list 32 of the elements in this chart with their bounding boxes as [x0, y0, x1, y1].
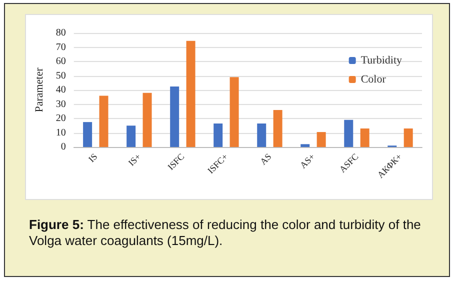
bar — [344, 120, 354, 147]
y-tick-label: 80 — [56, 28, 66, 38]
y-tick-label: 0 — [60, 142, 66, 152]
bar — [83, 122, 92, 147]
bar — [142, 92, 152, 147]
bar — [99, 96, 108, 147]
y-axis-title: Parameter — [34, 67, 46, 112]
x-tick-label: IS — [86, 151, 100, 164]
bar — [316, 132, 326, 147]
bar — [404, 128, 413, 147]
y-tick-label: 60 — [56, 56, 66, 67]
x-tick-label: AS+ — [298, 151, 317, 170]
y-tick-label: 40 — [56, 84, 66, 96]
y-tick-label: 30 — [56, 98, 66, 110]
y-tick-label: 10 — [56, 127, 66, 138]
y-tick-label: 20 — [56, 113, 66, 124]
bar — [300, 144, 310, 147]
x-tick-label: AS — [258, 151, 274, 167]
bar — [186, 40, 196, 147]
bar — [360, 128, 370, 147]
bar — [170, 86, 180, 147]
bar — [214, 123, 223, 147]
y-tick-label: 70 — [56, 42, 66, 53]
x-tick-label: IS+ — [126, 151, 143, 168]
y-tick-label: 50 — [56, 70, 66, 82]
bar — [257, 123, 266, 147]
bar — [126, 126, 136, 147]
caption: Figure 5: The effectiveness of reducing the color and turbidity of the Volga water coagulants (15mg/L). — [29, 217, 422, 249]
legend-label: Color — [360, 74, 386, 86]
bar — [273, 110, 282, 147]
bar — [230, 77, 239, 147]
legend-label: Turbidity — [360, 54, 402, 66]
